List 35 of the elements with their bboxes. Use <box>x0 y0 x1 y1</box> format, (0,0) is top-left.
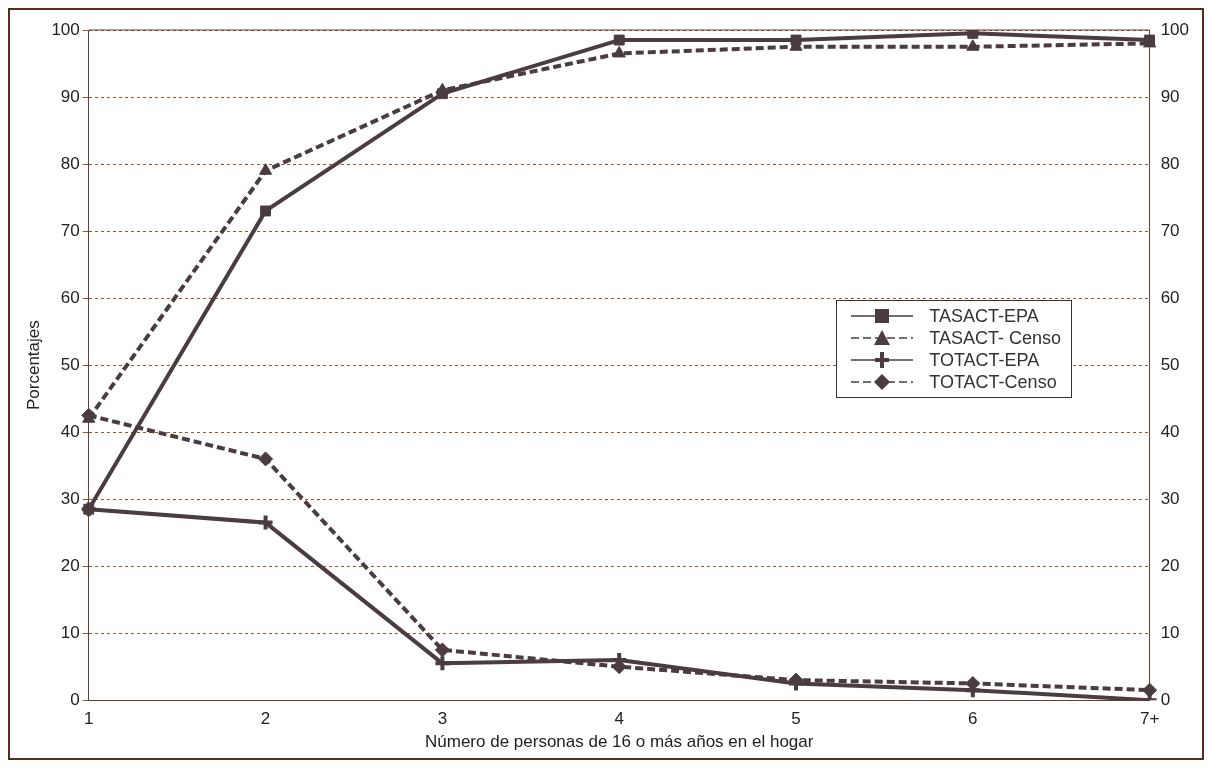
legend-label: TOTACT-Censo <box>929 371 1057 393</box>
y2-tick-label: 40 <box>1160 421 1180 441</box>
y-tick-label: 80 <box>60 153 80 173</box>
y-tick-label: 40 <box>60 421 80 441</box>
y2-tick-label: 70 <box>1160 220 1180 240</box>
legend-label: TASACT- Censo <box>929 327 1061 349</box>
y-tick-label: 10 <box>60 622 80 642</box>
y-tick-label: 70 <box>60 220 80 240</box>
x-tick-label: 1 <box>84 709 94 729</box>
y2-tick-label: 100 <box>1160 19 1190 39</box>
y2-tick-label: 80 <box>1160 153 1180 173</box>
y-tick-label: 90 <box>60 86 80 106</box>
y-tick-label: 30 <box>60 488 80 508</box>
x-tick-label: 4 <box>614 709 624 729</box>
y2-tick-label: 60 <box>1160 287 1180 307</box>
y-axis-title: Porcentajes <box>23 320 43 410</box>
x-tick-label: 6 <box>968 709 978 729</box>
x-tick-label: 2 <box>260 709 271 729</box>
y2-tick-label: 90 <box>1160 86 1180 106</box>
y-tick-label: 0 <box>70 689 80 709</box>
x-tick-label: 7+ <box>1139 709 1160 729</box>
y2-tick-label: 30 <box>1160 488 1180 508</box>
y-tick-label: 60 <box>60 287 80 307</box>
legend-label: TOTACT-EPA <box>929 349 1040 371</box>
y-tick-label: 100 <box>51 19 80 39</box>
y2-tick-label: 20 <box>1160 555 1180 575</box>
x-axis-title: Número de personas de 16 o más años en el hogar <box>424 732 814 752</box>
legend-label: TASACT-EPA <box>929 305 1039 327</box>
y-tick-label: 50 <box>60 354 80 374</box>
x-tick-label: 5 <box>791 709 801 729</box>
y-tick-label: 20 <box>60 555 80 575</box>
y2-tick-label: 50 <box>1160 354 1180 374</box>
y2-tick-label: 10 <box>1160 622 1180 642</box>
y2-tick-label: 0 <box>1160 689 1171 709</box>
x-tick-label: 3 <box>437 709 448 729</box>
